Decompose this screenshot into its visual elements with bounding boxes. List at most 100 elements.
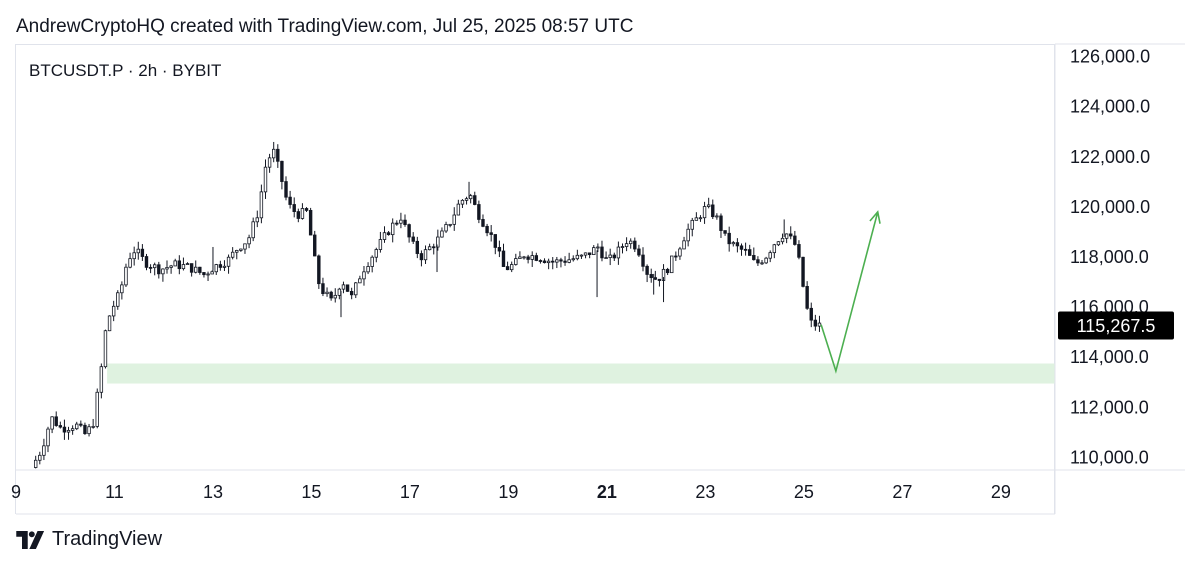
x-tick-label: 25 (794, 482, 814, 502)
candle-body-up (107, 315, 112, 332)
candle-body-up (460, 199, 465, 205)
candle (165, 260, 169, 274)
candle (148, 264, 153, 274)
candle (567, 252, 571, 264)
chart-attribution-header: AndrewCryptoHQ created with TradingView.… (16, 16, 634, 37)
y-tick-label: 112,000.0 (1070, 397, 1149, 417)
candle-body-up (128, 258, 132, 268)
candle-body-up (75, 423, 79, 430)
candle (378, 231, 383, 253)
candle-body-down (395, 222, 399, 225)
support-zone (107, 363, 1055, 384)
candle-body-up (259, 191, 264, 219)
candle-body-up (337, 288, 342, 296)
candle (235, 249, 239, 260)
candle (575, 249, 580, 261)
candle-body-down (308, 210, 313, 236)
candle (423, 245, 428, 264)
candle (427, 243, 432, 251)
candle (280, 160, 284, 190)
candle-body-up (620, 246, 625, 248)
candle (288, 190, 292, 209)
candle (583, 252, 588, 259)
candle-body-down (748, 249, 752, 256)
candle (460, 199, 465, 208)
candle (719, 213, 723, 238)
candle (727, 226, 731, 252)
candle (70, 425, 75, 435)
candle (218, 260, 223, 271)
candle-body-up (226, 256, 231, 267)
candle-body-up (132, 252, 136, 260)
candle-body-down (276, 148, 280, 162)
candle (436, 229, 440, 251)
candle-body-up (341, 284, 346, 290)
candle-body-down (600, 246, 604, 259)
candle (464, 196, 469, 205)
candles-layer (33, 141, 822, 469)
candle (616, 241, 621, 265)
candle-body-down (649, 274, 653, 279)
y-tick-label: 120,000.0 (1070, 197, 1150, 217)
candle (592, 245, 596, 256)
last-price-label: 115,267.5 (1077, 316, 1156, 336)
candle-body-up (222, 265, 227, 268)
candle-body-down (587, 252, 592, 256)
candle-body-down (419, 253, 424, 261)
candle (214, 263, 218, 275)
candle-body-down (612, 254, 616, 259)
candle (66, 426, 71, 440)
candle (731, 240, 735, 247)
candle-body-up (682, 240, 686, 250)
candle-body-up (235, 250, 239, 253)
candle (189, 263, 194, 277)
candle (702, 201, 707, 224)
candle-body-down (284, 181, 288, 198)
candle-body-up (206, 273, 210, 276)
candle (382, 226, 387, 243)
candle-body-down (481, 219, 485, 227)
footer-branding: TradingView (16, 528, 162, 551)
support-zone-layer (107, 363, 1055, 384)
candle-body-up (780, 237, 785, 243)
candle (432, 243, 436, 255)
candle (395, 220, 399, 226)
candle (103, 329, 108, 369)
candle-body-down (743, 248, 748, 251)
candle (518, 251, 522, 259)
candle (263, 159, 268, 199)
candle (522, 255, 526, 260)
candle-body-down (54, 416, 58, 426)
candle (772, 243, 777, 259)
candle-body-down (493, 234, 497, 248)
candle-body-up (267, 157, 272, 168)
candle-body-up (70, 428, 75, 431)
candle (366, 262, 370, 275)
candle-body-down (501, 250, 506, 267)
candle-body-down (140, 248, 145, 257)
candle-body-up (173, 260, 177, 267)
candle-body-down (288, 196, 292, 205)
candle-body-down (189, 263, 194, 273)
candle (276, 144, 280, 168)
candle-body-down (292, 204, 296, 212)
candle (239, 248, 243, 252)
candle-body-down (793, 235, 797, 245)
candle (505, 261, 510, 271)
candle (341, 281, 346, 294)
candle-body-down (403, 219, 407, 225)
candle (542, 258, 547, 264)
candle (124, 263, 128, 288)
candle-body-down (505, 266, 510, 271)
candle-body-down (349, 290, 354, 296)
candle (678, 246, 682, 260)
candle (633, 237, 637, 253)
candle (83, 422, 87, 435)
candle (456, 199, 461, 216)
candle-body-up (468, 195, 473, 200)
candle (87, 423, 91, 437)
candle (345, 284, 350, 292)
candle (596, 243, 600, 253)
candle (784, 233, 789, 244)
